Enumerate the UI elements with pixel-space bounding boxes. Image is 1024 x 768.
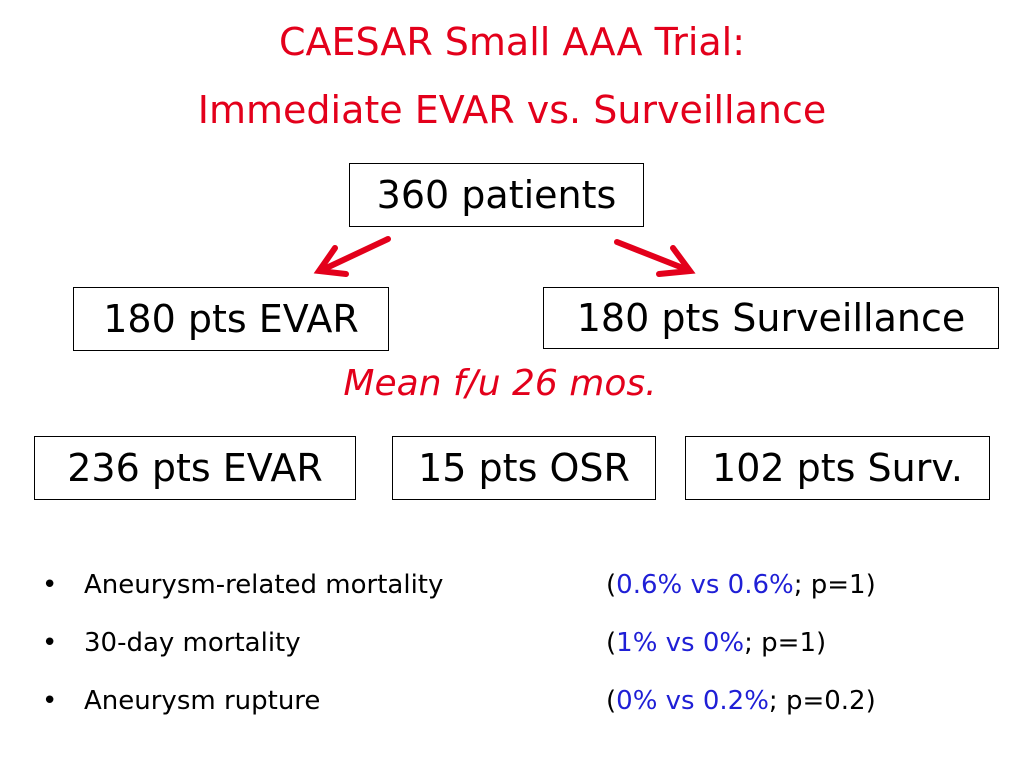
stat-open: ( — [606, 570, 617, 600]
stat-values: 0% vs 0.2% — [616, 686, 769, 716]
stat-values: 1% vs 0% — [616, 628, 745, 658]
slide-title-line-1: CAESAR Small AAA Trial: — [278, 20, 746, 64]
evar-arm-box: 180 pts EVAR — [73, 287, 389, 351]
slide-title-line-2: Immediate EVAR vs. Surveillance — [197, 88, 827, 132]
list-item: • Aneurysm-related mortality (0.6% vs 0.… — [42, 563, 1002, 621]
outcome-label: 30-day mortality — [84, 628, 301, 658]
outcome-evar-box: 236 pts EVAR — [34, 436, 356, 500]
surveillance-arm-box: 180 pts Surveillance — [543, 287, 999, 349]
results-list: • Aneurysm-related mortality (0.6% vs 0.… — [42, 563, 1002, 737]
outcome-surveillance-box: 102 pts Surv. — [685, 436, 990, 500]
stat-pvalue: ; p=1) — [793, 570, 876, 600]
right-arrow-icon — [614, 239, 696, 277]
outcome-label: Aneurysm rupture — [84, 686, 321, 716]
bullet-marker: • — [42, 628, 58, 658]
list-item: • 30-day mortality (1% vs 0%; p=1) — [42, 621, 1002, 679]
stat-pvalue: ; p=1) — [744, 628, 827, 658]
outcome-stat: (1% vs 0%; p=1) — [606, 621, 826, 665]
outcome-osr-box: 15 pts OSR — [392, 436, 656, 500]
bullet-marker: • — [42, 570, 58, 600]
list-item: • Aneurysm rupture (0% vs 0.2%; p=0.2) — [42, 679, 1002, 737]
outcome-stat: (0% vs 0.2%; p=0.2) — [606, 679, 876, 723]
bullet-marker: • — [42, 686, 58, 716]
stat-values: 0.6% vs 0.6% — [616, 570, 794, 600]
outcome-label: Aneurysm-related mortality — [84, 570, 444, 600]
outcome-stat: (0.6% vs 0.6%; p=1) — [606, 563, 876, 607]
followup-label: Mean f/u 26 mos. — [343, 363, 657, 404]
stat-open: ( — [606, 628, 617, 658]
stat-open: ( — [606, 686, 617, 716]
left-arrow-icon — [313, 236, 391, 277]
stat-pvalue: ; p=0.2) — [768, 686, 876, 716]
total-patients-box: 360 patients — [349, 163, 644, 227]
